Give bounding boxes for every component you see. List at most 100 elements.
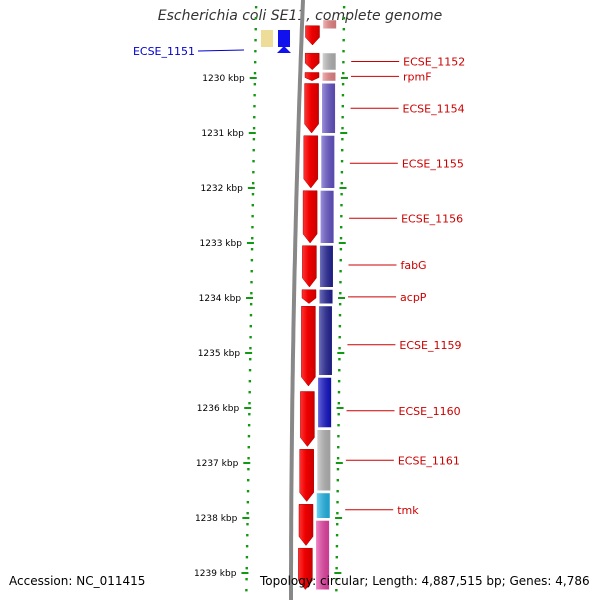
ruler-dot-left	[245, 589, 248, 592]
ruler-dot-left	[245, 545, 249, 548]
ruler-dot-left	[251, 226, 254, 229]
ruler-dot-left	[249, 347, 252, 350]
ruler-dot-left	[249, 303, 253, 306]
forward-cds-arrow	[302, 190, 318, 244]
track-feature-shade	[322, 72, 336, 81]
ruler-dot-left	[254, 17, 258, 20]
forward-cds-arrow	[301, 289, 317, 304]
track-feature-shade	[322, 53, 336, 70]
feature-label: ECSE_1151	[133, 45, 195, 58]
ruler-dot-right	[337, 380, 341, 383]
ruler-dot-right	[342, 61, 345, 64]
ruler-dot-right	[336, 501, 339, 504]
left-feature	[261, 30, 273, 47]
ruler-dot-left	[251, 237, 254, 240]
ruler-dot-left	[252, 138, 256, 141]
ruler-dot-left	[254, 28, 257, 31]
ruler-dot-right	[336, 468, 340, 471]
ruler-dot-right	[337, 413, 340, 416]
ruler-dot-right	[337, 424, 340, 427]
ruler-dot-left	[246, 501, 250, 504]
ruler-dot-right	[340, 171, 344, 174]
forward-cds-arrow	[305, 25, 320, 46]
ruler-dot-right	[341, 138, 344, 141]
ruler-dot-left	[252, 149, 255, 152]
forward-cds-arrow	[304, 83, 319, 134]
forward-cds-arrow	[299, 449, 314, 502]
ruler-dot-left	[253, 72, 257, 75]
ruler-dot-left	[248, 369, 252, 372]
ruler-dot-right	[337, 402, 341, 405]
ruler-dot-right	[336, 512, 339, 515]
ruler-dot-right	[341, 149, 344, 152]
left-feature-arrow	[277, 46, 291, 53]
ruler-dot-right	[339, 270, 342, 273]
ruler-dot-right	[342, 50, 345, 53]
ruler-tick-label: 1230 kbp	[202, 74, 245, 84]
ruler-dot-right	[342, 17, 346, 20]
ruler-dot-right	[341, 116, 344, 119]
track-feature-shade	[322, 83, 336, 133]
ruler-dot-right	[337, 446, 340, 449]
genome-summary: Topology: circular; Length: 4,887,515 bp…	[260, 574, 590, 588]
ruler-dot-left	[254, 50, 257, 53]
feature-label: ECSE_1161	[398, 454, 460, 467]
ruler-dot-right	[336, 457, 340, 460]
ruler-dot-right	[336, 479, 340, 482]
ruler-tick-label: 1232 kbp	[200, 184, 243, 194]
track-feature-shade	[321, 135, 335, 188]
ruler-dot-right	[339, 226, 343, 229]
ruler-dot-left	[250, 259, 254, 262]
forward-cds-arrow	[298, 504, 314, 546]
ruler-dot-left	[253, 105, 256, 108]
track-feature-shade	[319, 245, 333, 287]
ruler-dot-right	[339, 248, 343, 251]
track-feature-shade	[316, 520, 330, 590]
feature-label: tmk	[397, 504, 419, 517]
ruler-dot-right	[341, 83, 345, 86]
forward-cds-arrow	[302, 245, 317, 288]
ruler-dot-right	[335, 589, 338, 592]
ruler-dot-right	[341, 105, 344, 108]
ruler-dot-left	[249, 325, 252, 328]
ruler-dot-left	[248, 391, 251, 394]
ruler-dot-left	[252, 171, 255, 174]
feature-label: ECSE_1159	[399, 339, 461, 352]
forward-cds-arrow	[303, 135, 319, 189]
ruler-dot-left	[251, 193, 255, 196]
ruler-dot-right	[339, 292, 342, 295]
forward-cds-arrow	[304, 52, 320, 71]
ruler-tick-label: 1231 kbp	[201, 129, 244, 139]
ruler-dot-left	[251, 204, 254, 207]
ruler-dot-left	[250, 270, 253, 273]
ruler-dot-left	[248, 380, 252, 383]
ruler-dot-left	[250, 281, 253, 284]
ruler-dot-left	[247, 435, 251, 438]
feature-label: rpmF	[403, 70, 432, 83]
ruler-dot-left	[245, 556, 249, 559]
track-feature-shade	[318, 377, 332, 428]
ruler-dot-left	[251, 182, 255, 185]
ruler-dot-left	[253, 61, 257, 64]
left-feature	[278, 30, 290, 47]
ruler-dot-right	[340, 182, 343, 185]
feature-label: ECSE_1152	[403, 56, 465, 69]
ruler-dot-left	[246, 534, 249, 537]
ruler-dot-left	[253, 83, 257, 86]
ruler-dot-left	[254, 6, 258, 9]
ruler-tick-label: 1238 kbp	[195, 514, 238, 524]
ruler-dot-right	[338, 314, 342, 317]
ruler-dot-right	[337, 391, 341, 394]
track-feature-shade	[320, 190, 334, 243]
ruler-dot-right	[341, 127, 344, 130]
ruler-dot-left	[247, 468, 250, 471]
ruler-dot-left	[245, 578, 248, 581]
ruler-tick-label: 1237 kbp	[196, 459, 239, 469]
ruler-dot-right	[336, 523, 339, 526]
label-leader-line	[197, 49, 245, 52]
ruler-dot-right	[339, 237, 343, 240]
ruler-dot-left	[246, 512, 249, 515]
ruler-dot-right	[335, 567, 338, 570]
